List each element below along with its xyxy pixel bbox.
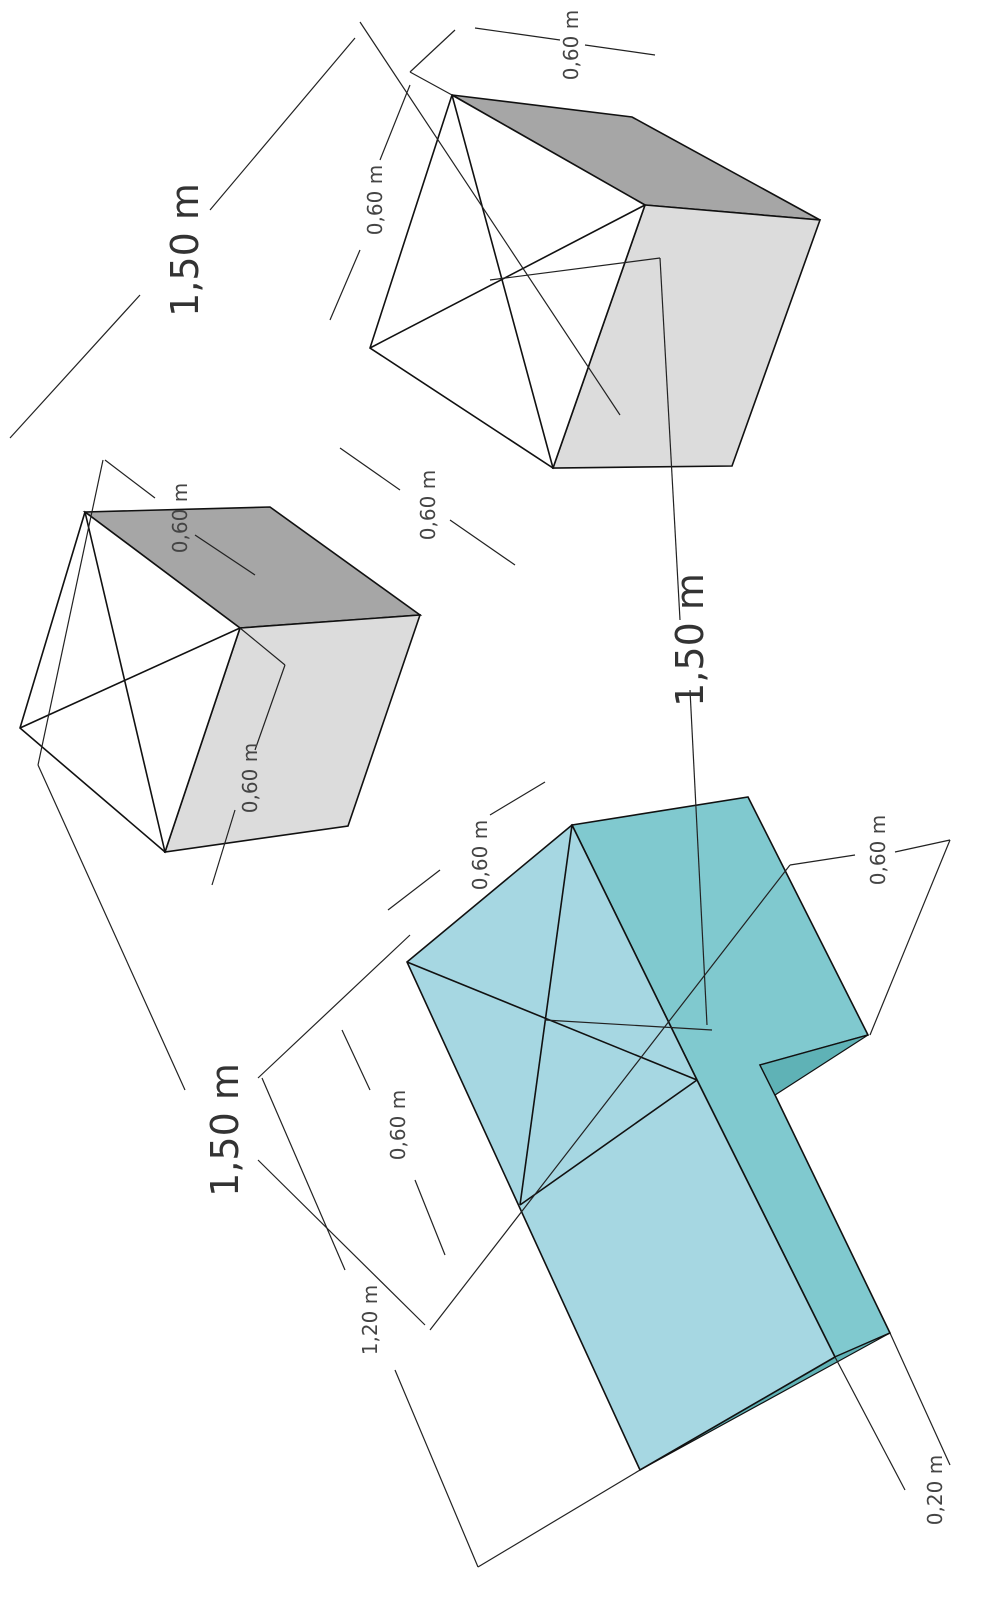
dimension-label: 1,50 m <box>163 183 207 317</box>
dimension-label: 0,60 m <box>416 470 440 540</box>
dimension-labels: 1,50 m 0,60 m 0,60 m 0,60 m 0,60 m 0,60 … <box>163 10 947 1525</box>
dimension-label: 1,50 m <box>203 1063 247 1197</box>
dimension-label: 0,60 m <box>363 165 387 235</box>
dimension-label: 0,60 m <box>559 10 583 80</box>
teal-shape <box>406 796 892 1472</box>
cube-left <box>19 506 423 854</box>
dimension-label: 0,60 m <box>386 1090 410 1160</box>
dimension-label: 0,60 m <box>468 820 492 890</box>
dimension-label: 0,60 m <box>168 483 192 553</box>
dimension-label: 0,60 m <box>238 743 262 813</box>
dimension-label: 0,20 m <box>923 1455 947 1525</box>
dimension-label: 1,20 m <box>358 1285 382 1355</box>
dimension-lines <box>9 21 951 1568</box>
dimension-label: 0,60 m <box>866 815 890 885</box>
dimension-label: 1,50 m <box>668 573 712 707</box>
cube-right <box>369 93 822 470</box>
